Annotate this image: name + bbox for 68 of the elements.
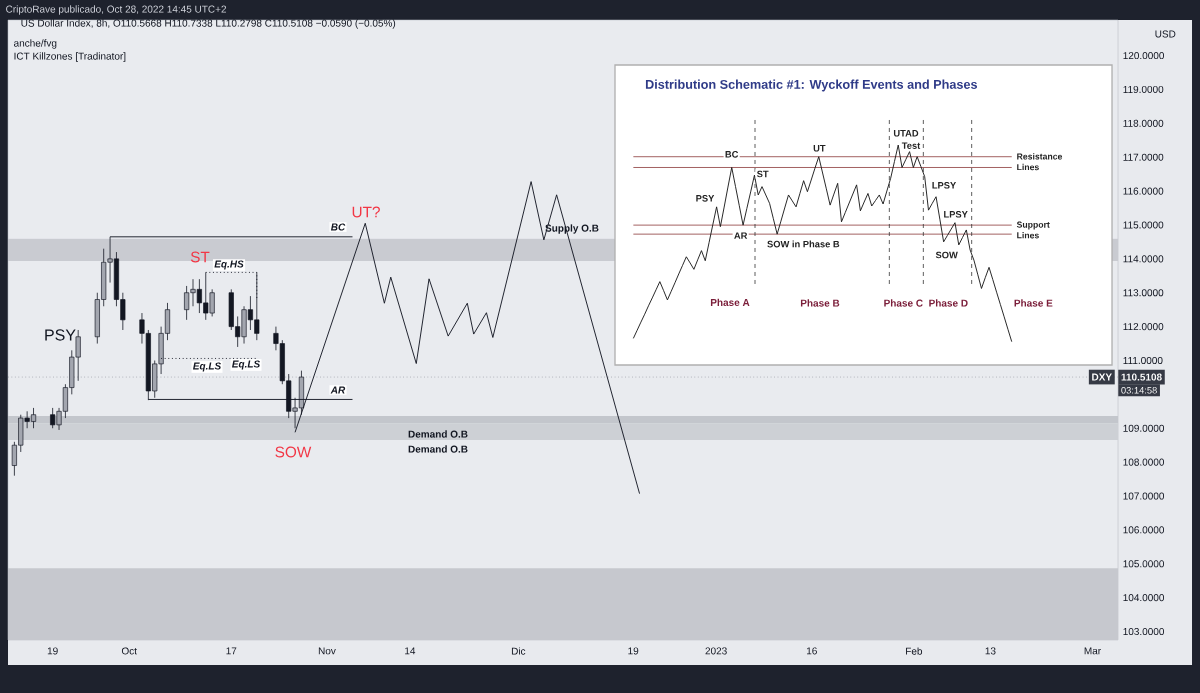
- annotation: ICT Killzones [Tradinator]: [14, 52, 126, 62]
- annotation: ST: [756, 170, 769, 178]
- annotation: PSY: [696, 195, 715, 202]
- y-tick-label: 109.0000: [1123, 424, 1165, 432]
- chart-title: Distribution Schematic #1: Wyckoff Events and Phases: [645, 79, 978, 92]
- annotation: Phase C: [884, 299, 923, 307]
- x-tick-label: 19: [47, 647, 58, 655]
- y-tick-label: 118.0000: [1123, 119, 1164, 127]
- annotation: UTAD: [893, 130, 919, 137]
- y-tick-label: 114.0000: [1123, 255, 1164, 263]
- x-tick-label: 13: [985, 647, 996, 655]
- annotation: AR: [734, 232, 748, 239]
- y-tick-label: 103.0000: [1123, 627, 1165, 636]
- y-axis-title: USD: [1155, 30, 1176, 38]
- annotation: Demand O.B: [408, 445, 468, 453]
- x-tick-label: 19: [628, 647, 639, 655]
- y-tick-label: 120.0000: [1123, 52, 1165, 60]
- chart-title: US Dollar Index, 8h, O110.5668 H110.7338 L110.2798 C110.5108 −0.0590 (−0.05%): [21, 19, 396, 29]
- y-tick-label: 104.0000: [1123, 594, 1165, 602]
- text: CriptoRave publicado, Oct 28, 2022 14:45 UTC+2: [6, 5, 227, 15]
- annotation: LPSY: [944, 211, 968, 218]
- y-tick-label: 106.0000: [1123, 526, 1165, 534]
- annotation: SOW: [275, 446, 312, 458]
- x-tick-label: Oct: [121, 647, 137, 655]
- annotation: Eq.LS: [232, 360, 261, 370]
- x-tick-label: Dic: [511, 647, 526, 655]
- x-tick-label: Feb: [906, 647, 923, 655]
- x-tick-label: 2023: [705, 647, 727, 655]
- y-tick-label: 117.0000: [1123, 153, 1164, 161]
- x-tick-label: Mar: [1084, 647, 1101, 655]
- annotation: AR: [330, 386, 346, 394]
- x-tick-label: 16: [806, 647, 817, 655]
- ref-line-label: 110.5108: [1121, 373, 1162, 381]
- annotation: SOW in Phase B: [767, 240, 840, 248]
- y-tick-label: 111.0000: [1123, 356, 1163, 365]
- annotation: Resistance Lines: [1017, 153, 1063, 171]
- y-tick-label: 119.0000: [1123, 85, 1164, 93]
- annotation: Support Lines: [1016, 221, 1050, 239]
- text: 03:14:58: [1121, 387, 1157, 394]
- y-tick-label: 108.0000: [1123, 458, 1165, 466]
- x-tick-label: Nov: [318, 647, 336, 655]
- y-tick-label: 115.0000: [1123, 221, 1164, 229]
- annotation: SOW: [935, 251, 958, 259]
- annotation: Eq.HS: [214, 260, 244, 270]
- annotation: Phase A: [710, 298, 750, 307]
- y-tick-label: 116.0000: [1123, 187, 1164, 195]
- annotation: UT: [813, 145, 826, 152]
- annotation: Test: [901, 142, 921, 149]
- annotation: DXY: [1092, 373, 1112, 381]
- annotation: UT?: [352, 206, 380, 218]
- y-tick-label: 105.0000: [1123, 560, 1165, 568]
- y-tick-label: 107.0000: [1123, 492, 1165, 500]
- annotation: Phase B: [800, 299, 840, 307]
- annotation: Phase D: [929, 299, 968, 307]
- y-tick-label: 113.0000: [1123, 289, 1164, 297]
- annotation: BC: [330, 223, 346, 231]
- annotation: Demand O.B: [408, 430, 468, 438]
- annotation: Phase E: [1014, 299, 1053, 307]
- y-tick-label: 112.0000: [1123, 323, 1164, 331]
- x-tick-label: 17: [226, 647, 237, 655]
- annotation: PSY: [45, 329, 76, 341]
- annotation: Eq.LS: [193, 362, 222, 372]
- annotation: ST: [190, 251, 210, 263]
- annotation: anche/fvg: [14, 39, 57, 49]
- annotation: LPSY: [932, 182, 957, 189]
- annotation: BC: [725, 151, 739, 158]
- x-tick-label: 14: [405, 647, 416, 655]
- annotation: Supply O.B: [545, 224, 599, 234]
